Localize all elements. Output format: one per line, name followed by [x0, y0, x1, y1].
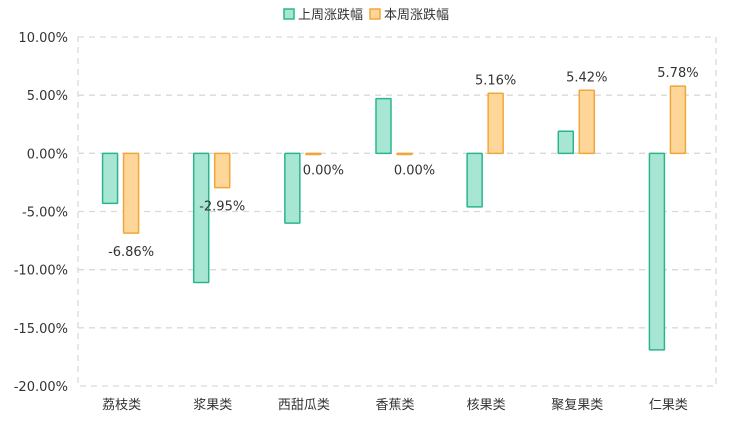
plot-frame	[77, 36, 717, 387]
bar-this-week	[213, 152, 231, 189]
data-label: 5.16%	[475, 73, 516, 88]
axis-layer: 10.00% 5.00% 0.00% -5.00% -10.00% -15.00% -20.…	[14, 31, 717, 413]
data-label: 5.42%	[566, 70, 607, 85]
x-tick-label: 聚复果类	[551, 398, 603, 413]
x-tick-label: 核果类	[467, 398, 506, 413]
bar-this-week	[578, 89, 596, 155]
bar-last-week	[557, 130, 575, 155]
bar-last-week	[648, 152, 666, 351]
legend-label: 上周涨跌幅	[298, 7, 363, 23]
y-tick-label: -15.00%	[14, 322, 68, 337]
bar-last-week	[375, 97, 392, 155]
y-tick-label: -20.00%	[14, 380, 68, 395]
legend: 上周涨跌幅 本周涨跌幅	[283, 7, 449, 23]
bar-last-week	[192, 152, 210, 284]
x-tick-label: 荔枝类	[102, 398, 141, 413]
bar-this-week	[122, 152, 140, 234]
bar-last-week	[466, 152, 483, 208]
data-label: -2.95%	[199, 200, 245, 215]
x-tick-label: 西甜瓜类	[278, 397, 330, 413]
y-tick-label: -5.00%	[22, 206, 68, 221]
legend-label: 本周涨跌幅	[384, 7, 449, 23]
data-label: 5.78%	[657, 66, 698, 81]
bar-last-week	[284, 152, 301, 224]
y-tick-label: 5.00%	[27, 89, 68, 104]
y-tick-label: 0.00%	[27, 147, 68, 162]
bar-this-week	[487, 92, 504, 155]
x-tick-label: 浆果类	[193, 398, 232, 413]
bar-this-week	[396, 152, 413, 156]
data-label: -6.86%	[108, 245, 154, 260]
x-tick-label: 香蕉类	[375, 398, 414, 413]
data-label: 0.00%	[303, 163, 344, 178]
x-tick-label: 仁果类	[649, 398, 688, 413]
y-tick-label: -10.00%	[14, 264, 68, 279]
bar-this-week	[669, 85, 687, 155]
bar-layer	[101, 85, 687, 351]
grid-layer	[78, 94, 716, 329]
bar-last-week	[101, 152, 119, 205]
data-label: 0.00%	[394, 163, 435, 178]
legend-swatch	[369, 8, 381, 20]
bar-this-week	[305, 152, 322, 156]
label-layer: -6.86% -2.95% 0.00% 0.00% 5.16% 5.42% 5.78%	[108, 66, 699, 260]
legend-swatch	[283, 8, 295, 20]
y-tick-label: 10.00%	[18, 31, 68, 46]
